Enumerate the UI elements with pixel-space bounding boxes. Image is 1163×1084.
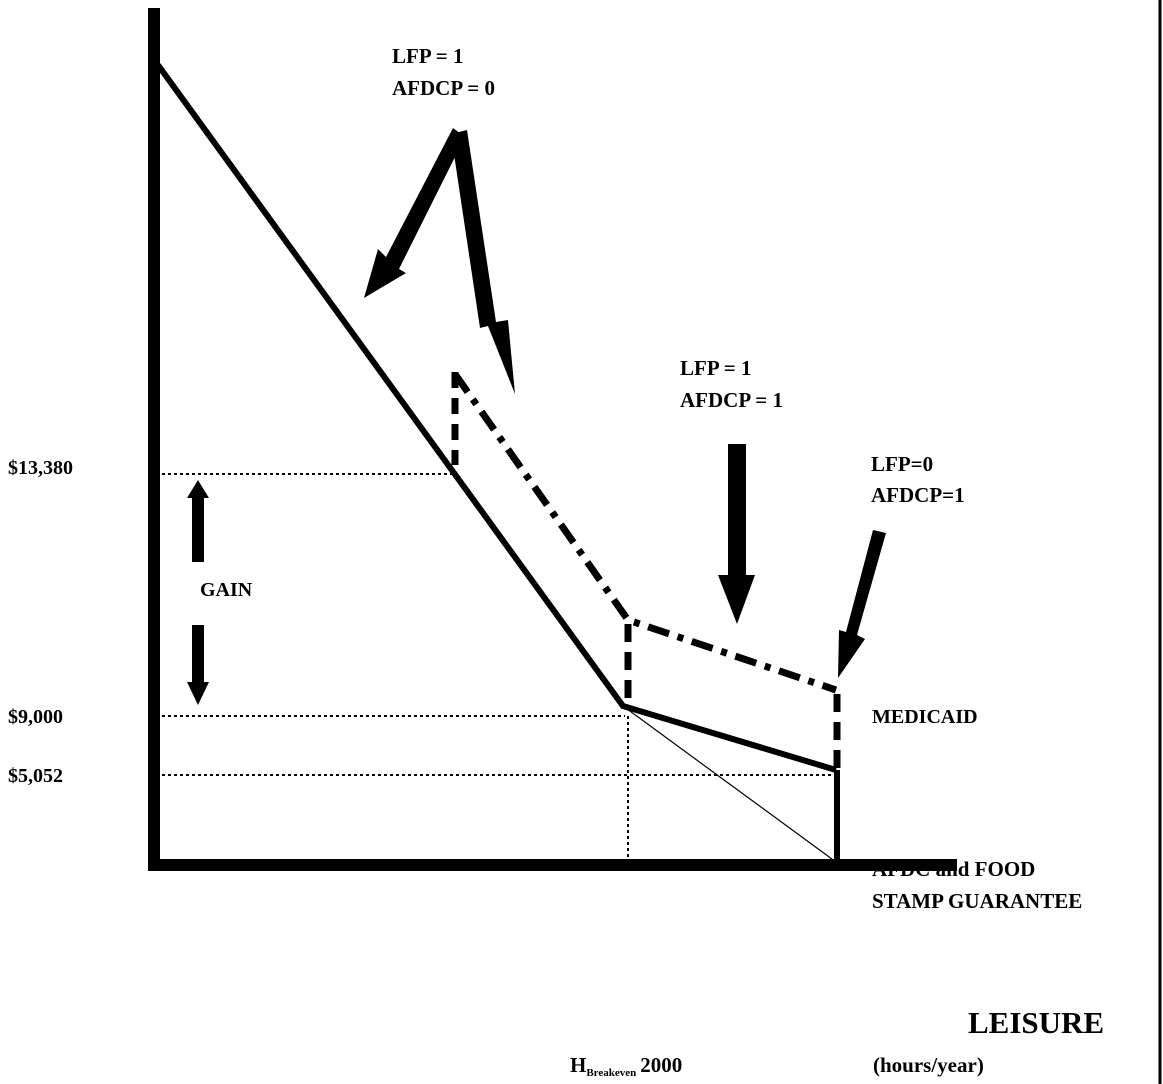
gain-label: GAIN <box>200 579 253 601</box>
arrow-region3-down <box>838 530 886 678</box>
gain-arrow-up <box>187 480 209 562</box>
guarantee-label-line2: STAMP GUARANTEE <box>872 889 1082 913</box>
y-label-9000: $9,000 <box>8 706 63 728</box>
region3-afdcp-label: AFDCP=1 <box>871 483 965 507</box>
budget-constraint-solid <box>155 63 837 773</box>
breakeven-label: HBreakeven 2000 <box>570 1053 682 1079</box>
x-axis-label: LEISURE <box>968 1005 1104 1040</box>
medicaid-label: MEDICAID <box>872 706 978 728</box>
y-label-13380: $13,380 <box>8 457 73 479</box>
arrow-region1-right <box>451 130 515 394</box>
region3-lfp-label: LFP=0 <box>871 452 933 476</box>
arrow-region1-left <box>364 128 465 298</box>
arrow-region2-down <box>718 444 755 624</box>
gain-arrow-down <box>187 625 209 705</box>
region1-lfp-label: LFP = 1 <box>392 44 463 68</box>
y-label-5052: $5,052 <box>8 765 63 787</box>
region2-lfp-label: LFP = 1 <box>680 356 751 380</box>
breakeven-subscript: Breakeven <box>586 1067 636 1079</box>
x-axis-unit: (hours/year) <box>873 1053 984 1077</box>
original-budget-line-thin <box>622 705 837 863</box>
region2-afdcp-label: AFDCP = 1 <box>680 388 783 412</box>
guarantee-label-line1: AFDC and FOOD <box>872 857 1035 881</box>
region1-afdcp-label: AFDCP = 0 <box>392 76 495 100</box>
breakeven-value: 2000 <box>640 1053 682 1077</box>
breakeven-h: H <box>570 1053 586 1077</box>
medicaid-dash-dot-line <box>452 371 838 694</box>
